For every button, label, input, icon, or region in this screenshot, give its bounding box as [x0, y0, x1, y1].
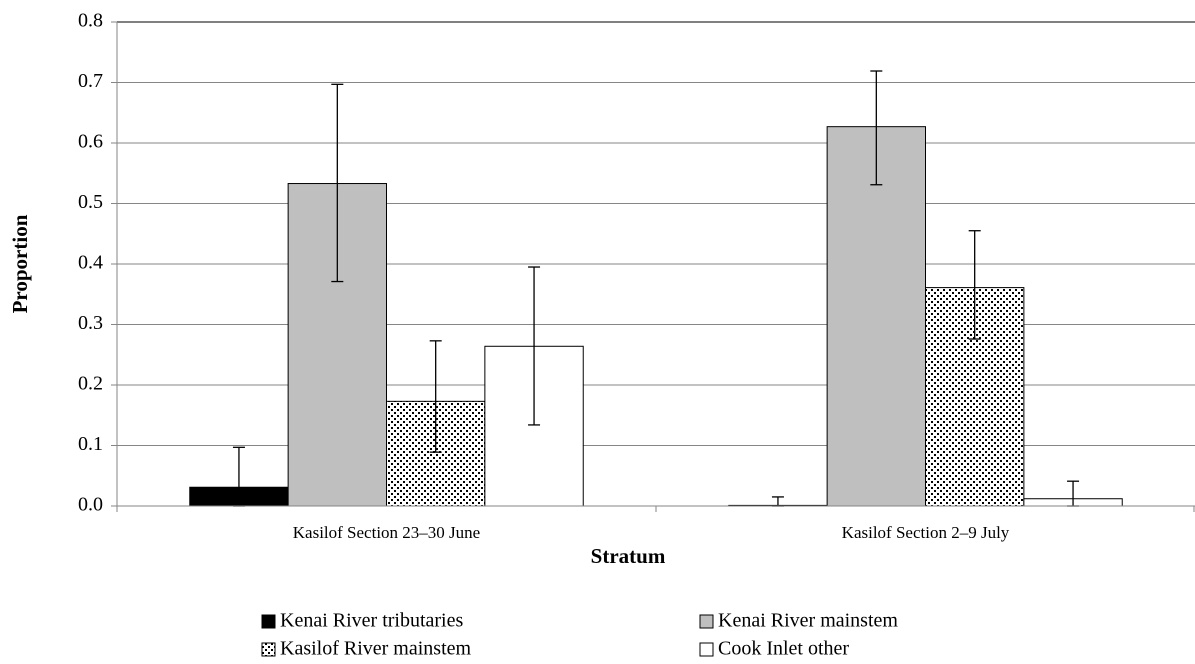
y-tick-label: 0.3 — [78, 312, 103, 334]
legend-swatch — [699, 614, 714, 629]
y-tick-label: 0.8 — [78, 10, 103, 32]
y-tick-label: 0.6 — [78, 131, 103, 153]
y-tick-label: 0.0 — [78, 494, 103, 516]
y-tick-label: 0.4 — [78, 252, 103, 274]
x-tick-label: Kasilof Section 23–30 June — [293, 523, 480, 542]
legend-label: Kasilof River mainstem — [280, 638, 472, 660]
x-axis-title: Stratum — [591, 544, 666, 568]
bar — [826, 126, 927, 507]
legend-label: Kenai River mainstem — [718, 610, 898, 632]
legend-swatch — [699, 642, 714, 657]
x-tick-label: Kasilof Section 2–9 July — [842, 523, 1010, 542]
legend-label: Kenai River tributaries — [280, 610, 463, 632]
legend-label: Cook Inlet other — [718, 638, 849, 660]
y-tick-label: 0.7 — [78, 70, 103, 92]
y-axis-title: Proportion — [8, 214, 32, 313]
y-tick-label: 0.5 — [78, 191, 103, 213]
y-tick-label: 0.2 — [78, 373, 103, 395]
legend-swatch — [261, 614, 276, 629]
legend-swatch — [261, 642, 276, 657]
y-tick-label: 0.1 — [78, 433, 103, 455]
